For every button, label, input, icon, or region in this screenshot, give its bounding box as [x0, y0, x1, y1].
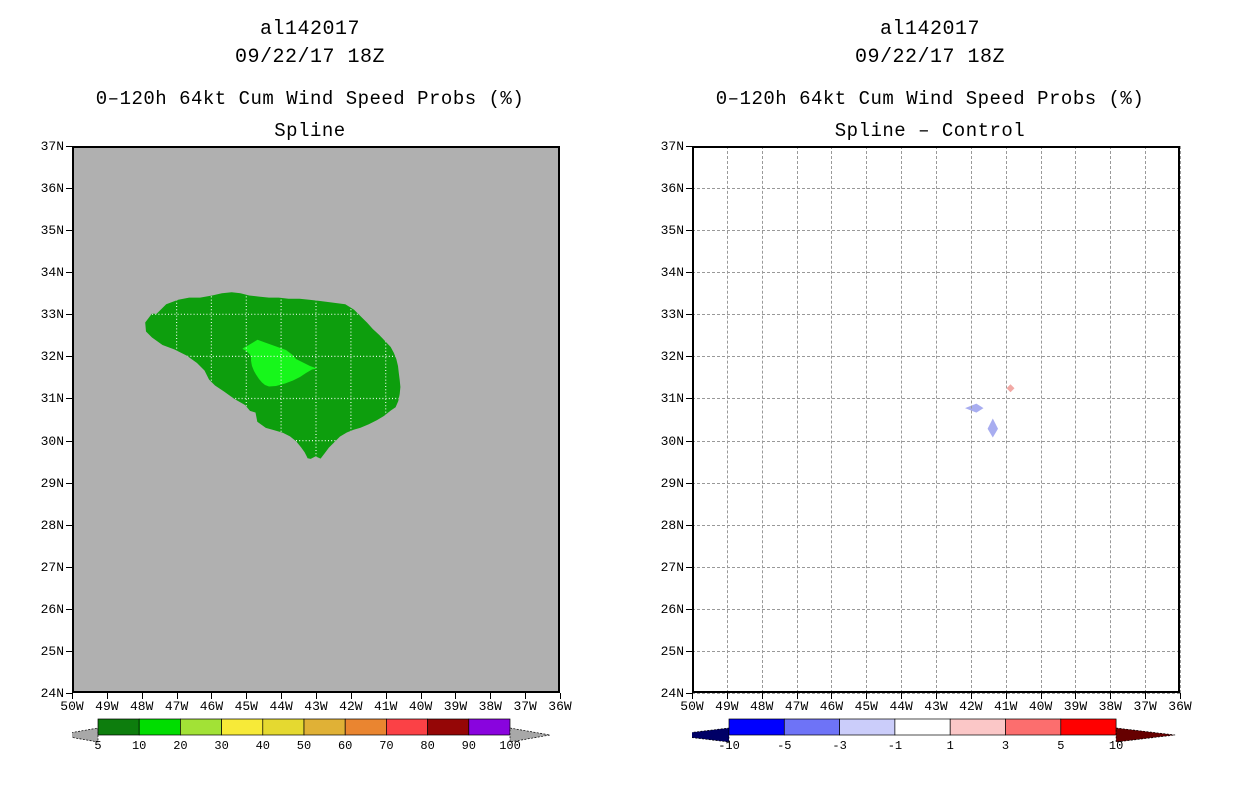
svg-text:40: 40: [256, 739, 270, 753]
svg-text:50: 50: [297, 739, 311, 753]
svg-text:90: 90: [462, 739, 476, 753]
svg-text:20: 20: [173, 739, 187, 753]
svg-text:5: 5: [94, 739, 101, 753]
svg-text:-1: -1: [888, 739, 902, 753]
svg-text:-10: -10: [718, 739, 740, 753]
svg-text:10: 10: [132, 739, 146, 753]
svg-text:30: 30: [214, 739, 228, 753]
svg-text:100: 100: [499, 739, 521, 753]
svg-text:80: 80: [420, 739, 434, 753]
svg-text:5: 5: [1057, 739, 1064, 753]
svg-text:-3: -3: [832, 739, 846, 753]
svg-text:3: 3: [1002, 739, 1009, 753]
svg-text:60: 60: [338, 739, 352, 753]
svg-text:1: 1: [947, 739, 954, 753]
svg-text:10: 10: [1109, 739, 1123, 753]
svg-text:-5: -5: [777, 739, 791, 753]
svg-text:70: 70: [379, 739, 393, 753]
